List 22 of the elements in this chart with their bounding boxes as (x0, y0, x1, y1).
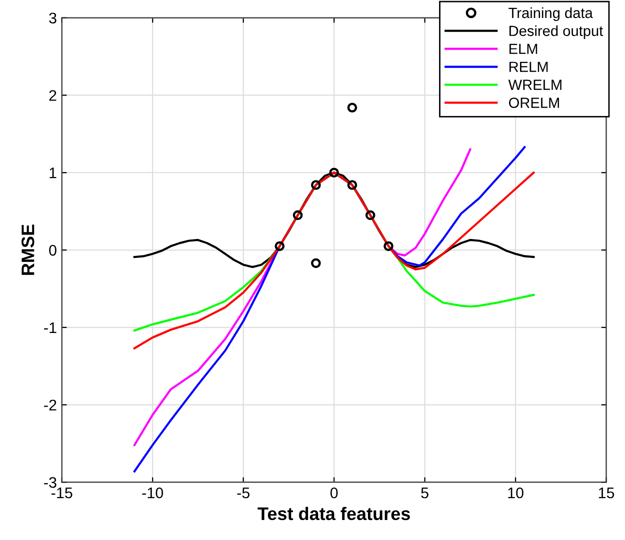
x-axis-title: Test data features (258, 506, 410, 520)
legend-label: ORELM (508, 98, 559, 108)
y-tick-label: 0 (49, 244, 56, 256)
legend-label: ELM (509, 44, 538, 54)
y-tick-label: -3 (44, 477, 56, 488)
legend-label: Training data (508, 7, 593, 21)
y-tick-label: -1 (44, 322, 56, 333)
legend-label: RELM (509, 62, 548, 72)
y-tick-label: -2 (44, 400, 56, 410)
y-tick-label: 2 (49, 90, 56, 101)
x-tick-label: 10 (508, 487, 524, 498)
x-tick-label: 0 (330, 487, 338, 498)
y-tick-label: 1 (50, 168, 56, 178)
x-tick-label: -15 (52, 488, 72, 498)
x-tick-label: 5 (421, 488, 428, 498)
y-tick-label: 3 (49, 12, 56, 24)
legend-label: WRELM (508, 80, 562, 90)
x-tick-label: 15 (598, 488, 614, 498)
legend-label: Desired output (509, 25, 604, 39)
y-axis-title: RMSE (22, 224, 34, 275)
x-tick-label: -10 (142, 487, 164, 498)
x-tick-label: -5 (237, 488, 250, 498)
